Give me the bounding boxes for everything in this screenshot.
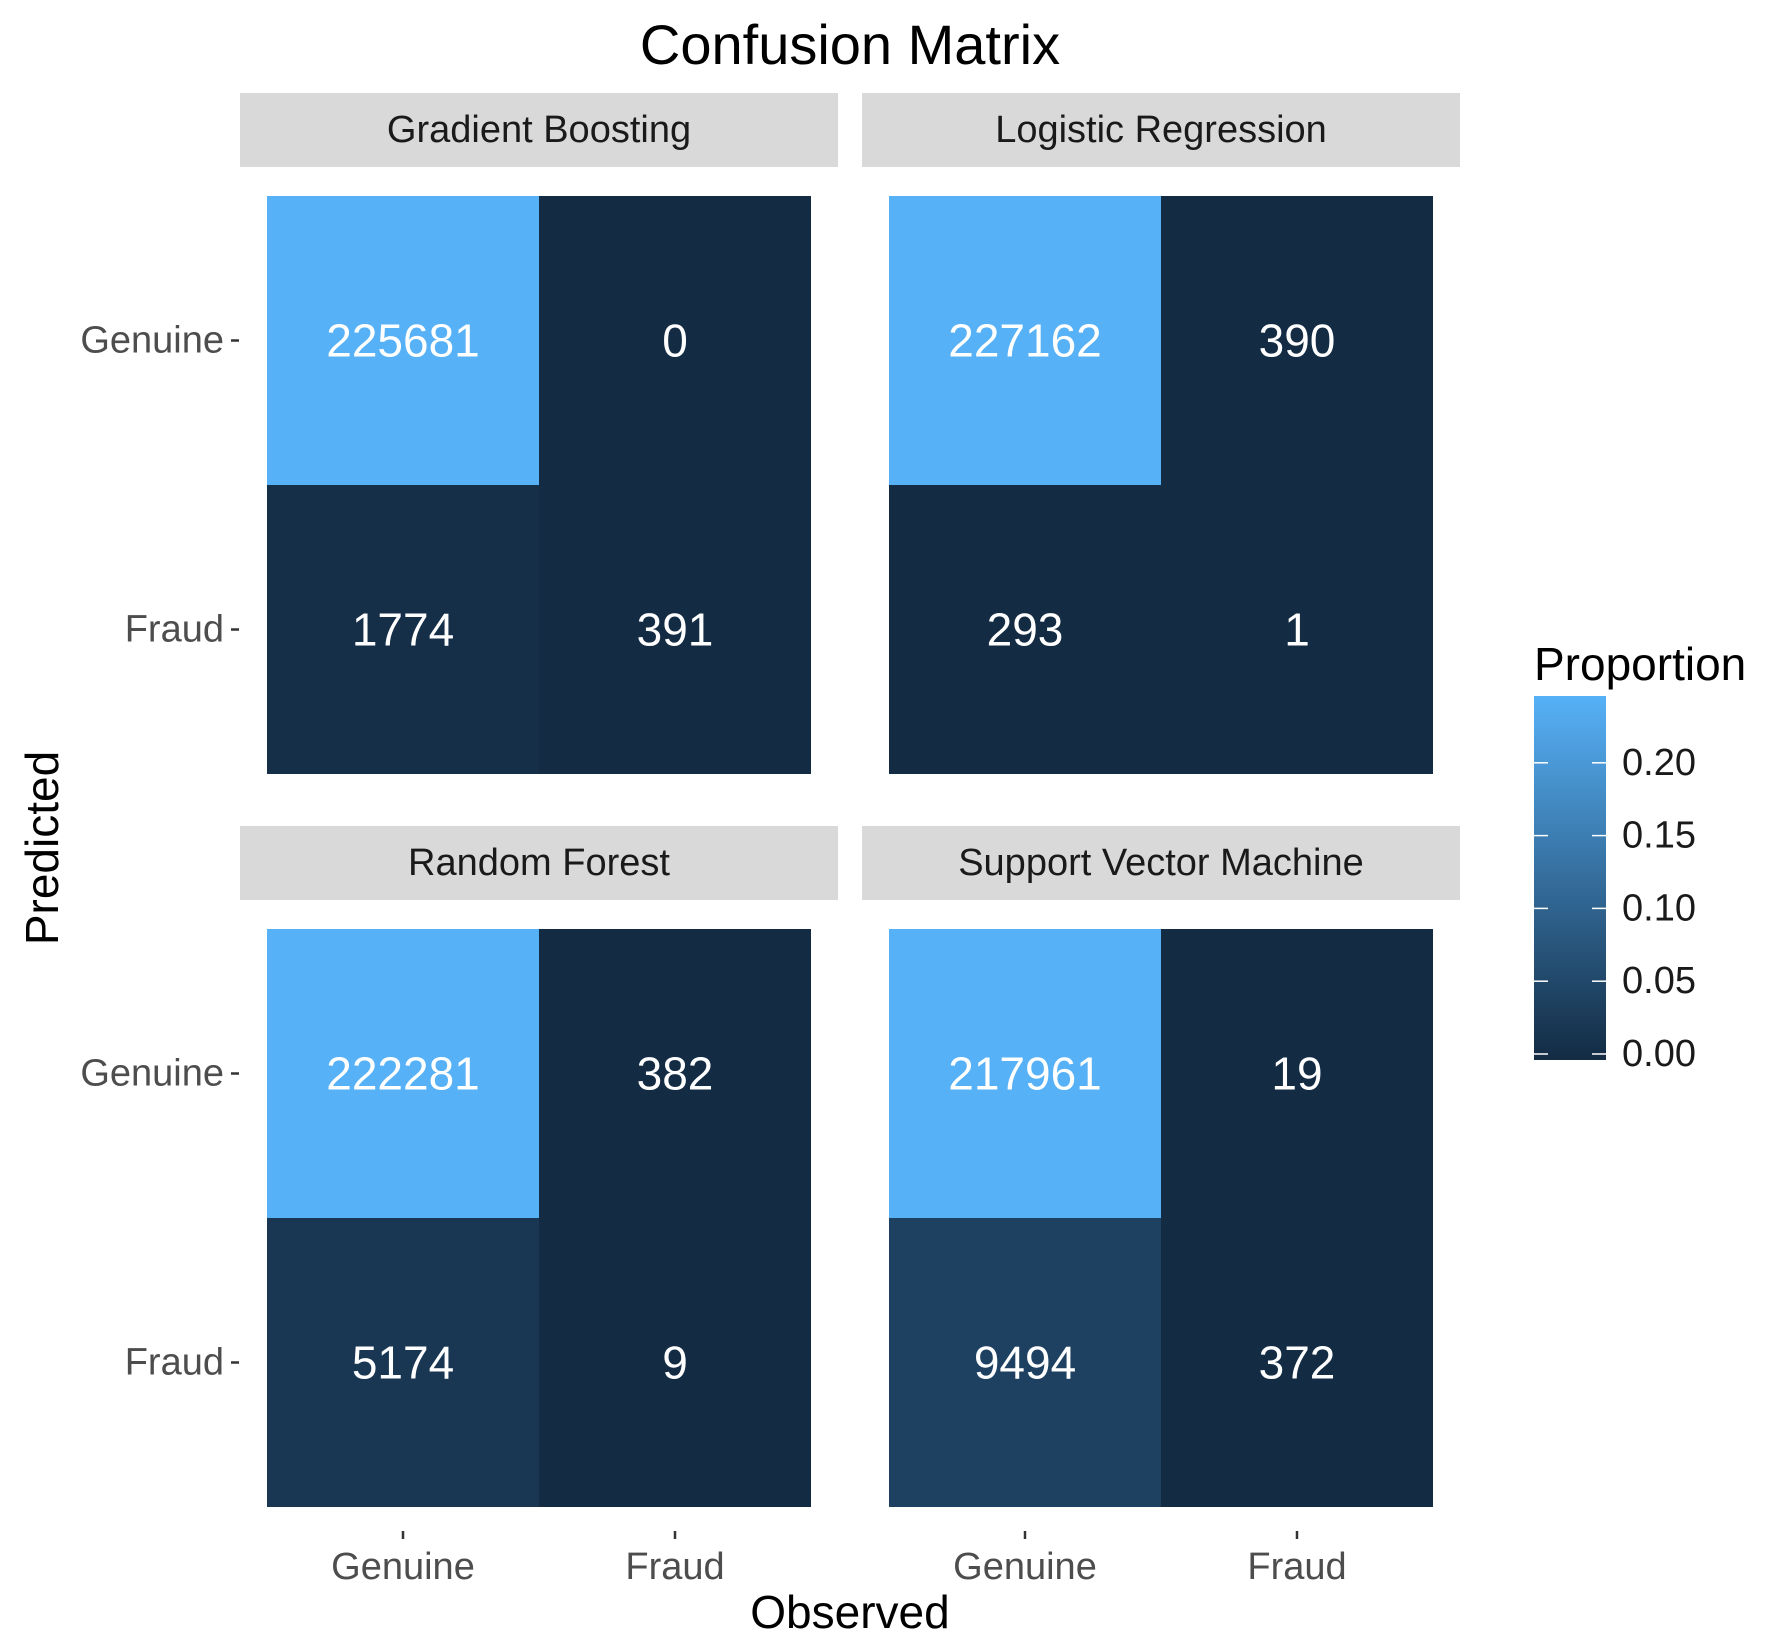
facet-panel: Support Vector Machine 217961 19 9494 372 Gen…	[862, 826, 1460, 1588]
heatmap-cell	[539, 485, 811, 774]
facet-strip	[862, 93, 1460, 167]
chart-title: Confusion Matrix	[640, 13, 1060, 76]
cell-value-label: 222281	[326, 1048, 480, 1100]
facet-strip-label: Logistic Regression	[995, 109, 1327, 151]
facet-panel: Logistic Regression 227162 390 293 1	[862, 93, 1460, 774]
legend-tick-label: 0.20	[1622, 742, 1696, 784]
x-tick-label: Genuine	[331, 1546, 475, 1588]
y-tick-label: Fraud	[125, 609, 224, 651]
facet-strip	[862, 826, 1460, 900]
cell-value-label: 5174	[352, 1337, 454, 1389]
cell-value-label: 1	[1284, 604, 1310, 656]
x-tick-label: Fraud	[1247, 1546, 1346, 1588]
cell-value-label: 0	[662, 315, 688, 367]
y-tick-label: Fraud	[125, 1342, 224, 1384]
legend-tick-label: 0.00	[1622, 1033, 1696, 1075]
cell-value-label: 9494	[974, 1337, 1076, 1389]
facet-strip	[240, 826, 838, 900]
legend-tick-label: 0.10	[1622, 887, 1696, 929]
y-axis-title: Predicted	[16, 751, 68, 945]
heatmap-cell	[1161, 485, 1433, 774]
facet-panels: Gradient Boosting 225681 0 1774 391 Genuine Fr…	[80, 93, 1460, 1588]
heatmap-cell	[539, 1218, 811, 1507]
cell-value-label: 372	[1259, 1337, 1336, 1389]
facet-strip-label: Gradient Boosting	[387, 109, 691, 151]
facet-strip-label: Support Vector Machine	[958, 842, 1364, 884]
heatmap-cell	[267, 929, 539, 1218]
cell-value-label: 1774	[352, 604, 454, 656]
legend-title: Proportion	[1534, 638, 1746, 690]
heatmap-cell	[889, 929, 1161, 1218]
cell-value-label: 217961	[948, 1048, 1102, 1100]
legend-tick-label: 0.15	[1622, 815, 1696, 857]
heatmap-cell	[1161, 196, 1433, 485]
heatmap-cell	[267, 1218, 539, 1507]
facet-strip	[240, 93, 838, 167]
legend-colorbar	[1534, 696, 1606, 1060]
cell-value-label: 382	[637, 1048, 714, 1100]
cell-value-label: 391	[637, 604, 714, 656]
facet-strip-label: Random Forest	[408, 842, 670, 884]
cell-value-label: 225681	[326, 315, 480, 367]
x-axis-title: Observed	[750, 1586, 949, 1638]
heatmap-cell	[267, 196, 539, 485]
cell-value-label: 390	[1259, 315, 1336, 367]
heatmap-cell	[539, 929, 811, 1218]
heatmap-cell	[889, 196, 1161, 485]
heatmap-cell	[539, 196, 811, 485]
heatmap-cell	[267, 485, 539, 774]
heatmap-cell	[889, 1218, 1161, 1507]
cell-value-label: 9	[662, 1337, 688, 1389]
facet-panel: Random Forest 222281 382 5174 9 Genuine Fraud G…	[80, 826, 838, 1588]
cell-value-label: 293	[987, 604, 1064, 656]
cell-value-label: 227162	[948, 315, 1102, 367]
legend-tick-label: 0.05	[1622, 960, 1696, 1002]
color-legend: Proportion 0.00 0.05 0.10 0.15 0.20	[1534, 638, 1746, 1075]
heatmap-cell	[1161, 929, 1433, 1218]
heatmap-cell	[1161, 1218, 1433, 1507]
x-tick-label: Genuine	[953, 1546, 1097, 1588]
cell-value-label: 19	[1271, 1048, 1322, 1100]
heatmap-cell	[889, 485, 1161, 774]
facet-panel: Gradient Boosting 225681 0 1774 391 Genuine Fr…	[80, 93, 838, 774]
x-tick-label: Fraud	[625, 1546, 724, 1588]
y-tick-label: Genuine	[80, 1053, 224, 1095]
y-tick-label: Genuine	[80, 320, 224, 362]
